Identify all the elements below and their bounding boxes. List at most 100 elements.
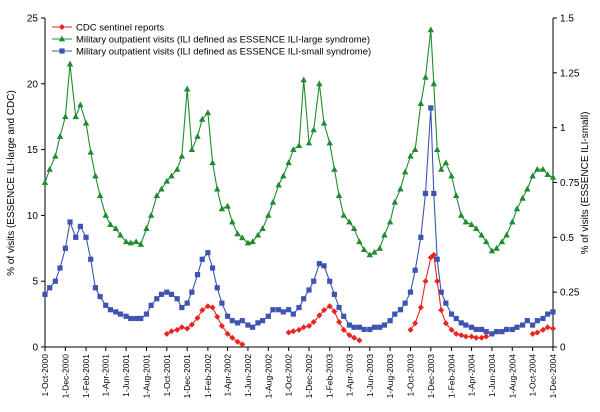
data-point: [381, 322, 388, 328]
data-point: [462, 333, 469, 340]
data-point: [300, 76, 307, 83]
data-point: [519, 194, 526, 201]
data-point: [239, 318, 245, 324]
data-point: [336, 318, 343, 325]
data-point: [412, 267, 418, 273]
data-point: [422, 190, 429, 197]
data-point: [306, 287, 312, 293]
data-point: [381, 231, 388, 238]
data-point: [427, 26, 435, 33]
data-point: [117, 311, 124, 317]
x-tick-label: 1-Dec-2004: [548, 354, 558, 399]
data-point: [397, 307, 404, 313]
data-point: [499, 329, 505, 335]
data-point: [137, 240, 144, 247]
data-point: [259, 225, 266, 231]
data-point: [138, 315, 144, 322]
data-point: [290, 311, 296, 317]
data-point: [331, 165, 338, 172]
legend-label: Military outpatient visits (ILI defined …: [76, 35, 370, 46]
data-point: [143, 311, 150, 317]
data-point: [254, 231, 262, 238]
data-point: [128, 315, 134, 322]
x-tick-label: 1-Feb-2002: [203, 354, 213, 398]
data-point: [524, 318, 530, 324]
data-point: [305, 139, 313, 146]
data-point: [340, 212, 347, 218]
data-point: [46, 165, 53, 172]
y-tick-label-left: 5: [32, 277, 38, 288]
data-point: [331, 291, 337, 297]
data-point: [194, 272, 201, 278]
x-tick-label: 1-Oct-2001: [162, 354, 172, 397]
x-tick-label: 1-Oct-2000: [40, 354, 50, 397]
data-point: [280, 172, 287, 179]
data-point: [107, 221, 114, 228]
legend-item: CDC sentinel reports: [52, 23, 164, 34]
x-tick-label: 1-Aug-2001: [141, 354, 151, 399]
data-point: [143, 225, 150, 231]
data-point: [371, 324, 378, 330]
series-triangle: [41, 26, 557, 258]
data-point: [184, 300, 190, 306]
y-tick-label-right: 0.75: [560, 178, 580, 189]
data-point: [401, 168, 409, 175]
data-point: [549, 173, 557, 180]
data-point: [327, 278, 333, 284]
data-point: [387, 318, 393, 324]
data-point: [356, 238, 363, 245]
x-tick-label: 1-Apr-2003: [344, 354, 354, 397]
legend-item: Military outpatient visits (ILI defined …: [52, 47, 371, 58]
data-point: [433, 146, 441, 152]
data-point: [448, 311, 455, 317]
data-point: [326, 303, 333, 310]
data-point: [356, 337, 363, 344]
data-point: [269, 198, 277, 205]
data-point: [351, 324, 357, 330]
data-point: [163, 330, 170, 337]
data-point: [367, 326, 373, 333]
data-point: [336, 304, 342, 311]
series-layer: [41, 26, 557, 348]
data-point: [194, 133, 201, 139]
data-point: [295, 142, 303, 149]
data-point: [311, 278, 317, 284]
data-point: [275, 181, 282, 188]
data-point: [316, 261, 322, 267]
data-point: [224, 330, 231, 337]
series-square: [42, 105, 556, 337]
data-point: [458, 320, 464, 326]
data-point: [113, 309, 119, 315]
data-point: [431, 190, 437, 197]
x-tick-label: 1-Feb-2004: [447, 354, 457, 398]
data-point: [473, 326, 479, 333]
data-point: [296, 304, 302, 311]
x-tick-label: 1-Aug-2004: [507, 354, 517, 399]
x-tick-label: 1-Jun-2001: [121, 354, 131, 397]
data-point: [473, 225, 480, 231]
data-point: [77, 223, 83, 229]
data-point: [204, 109, 212, 116]
data-point: [442, 159, 450, 166]
data-point: [290, 146, 297, 152]
x-tick-label: 1-Apr-2001: [101, 354, 111, 397]
data-point: [529, 172, 536, 179]
series-line: [410, 253, 487, 339]
data-point: [407, 152, 414, 159]
data-point: [397, 185, 404, 192]
data-point: [443, 300, 449, 306]
data-point: [88, 256, 94, 262]
y-tick-label-left: 15: [27, 145, 39, 156]
data-point: [539, 326, 546, 333]
data-point: [545, 311, 551, 317]
data-point: [300, 324, 307, 331]
data-point: [117, 231, 124, 238]
y-axis-label-left: % of visits (ESSENCE ILI-large and CDC): [6, 90, 17, 276]
data-point: [509, 326, 515, 333]
data-point: [448, 172, 455, 179]
data-point: [209, 265, 216, 271]
data-point: [77, 101, 84, 108]
data-point: [428, 105, 434, 111]
y-tick-label-left: 0: [32, 343, 38, 354]
data-point: [199, 307, 206, 314]
